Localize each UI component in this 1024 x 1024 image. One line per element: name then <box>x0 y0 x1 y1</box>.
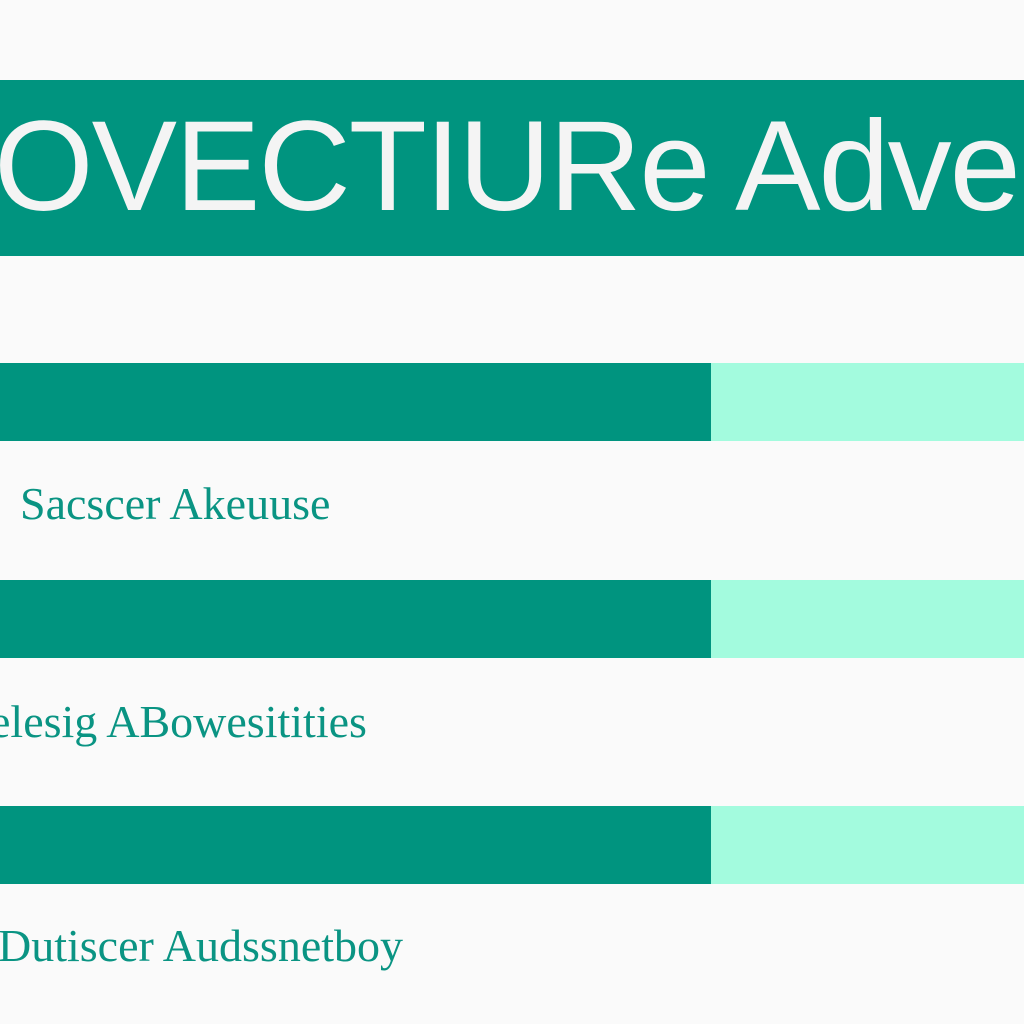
progress-bar-1 <box>0 363 1024 441</box>
progress-bar-3 <box>0 806 1024 884</box>
header-banner: OVECTIURe Advecs <box>0 80 1024 256</box>
item-label-3: Dutiscer Audssnetboy <box>0 920 404 971</box>
progress-bar-track <box>710 580 1024 658</box>
progress-bar-2 <box>0 580 1024 658</box>
item-label-1: Sacscer Akeuuse <box>20 478 331 529</box>
item-label-2: elesig ABowesitities <box>0 696 367 747</box>
progress-bar-fill <box>0 580 711 658</box>
progress-bar-track <box>710 363 1024 441</box>
progress-bar-track <box>710 806 1024 884</box>
page-title: OVECTIURe Advecs <box>0 95 1024 238</box>
progress-bar-fill <box>0 363 711 441</box>
progress-bar-fill <box>0 806 711 884</box>
